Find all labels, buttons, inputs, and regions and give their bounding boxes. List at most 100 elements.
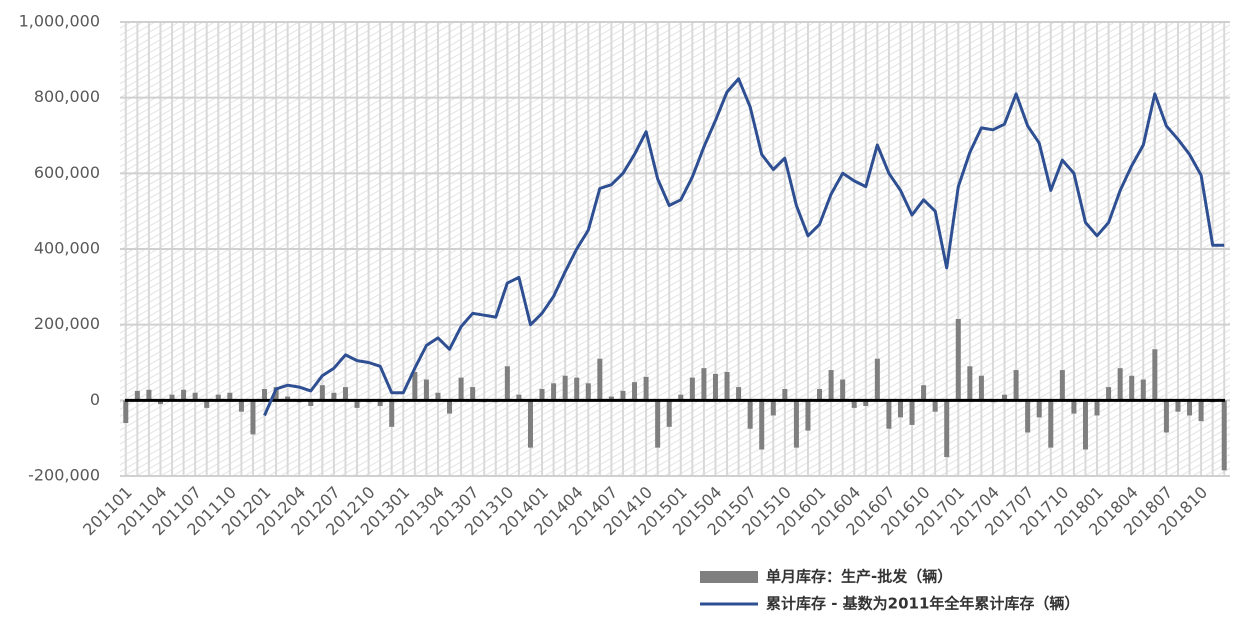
- bar: [909, 400, 915, 425]
- bar: [562, 375, 568, 401]
- bar: [620, 390, 626, 401]
- legend-label: 单月库存：生产-批发（辆）: [766, 568, 952, 586]
- bar: [1106, 387, 1112, 401]
- bar: [134, 390, 140, 401]
- bar: [608, 396, 614, 401]
- bar: [458, 377, 464, 401]
- bar: [655, 400, 661, 448]
- bar: [712, 373, 718, 401]
- bar: [215, 394, 221, 401]
- bar: [666, 400, 672, 427]
- bar: [805, 400, 811, 431]
- bar: [319, 385, 325, 401]
- bar: [551, 383, 557, 401]
- y-tick-label: 400,000: [34, 239, 100, 258]
- bar: [273, 387, 279, 401]
- bar: [227, 392, 233, 401]
- bar: [585, 383, 591, 401]
- bar: [678, 394, 684, 401]
- bar: [377, 400, 383, 407]
- bar: [1048, 400, 1054, 448]
- bar: [1152, 349, 1158, 401]
- bar: [192, 392, 198, 401]
- bar: [1025, 400, 1031, 433]
- bar: [1036, 400, 1042, 418]
- y-tick-label: 600,000: [34, 163, 100, 182]
- bar: [169, 394, 175, 401]
- bar: [747, 400, 753, 429]
- bar: [643, 376, 649, 401]
- bar: [470, 387, 476, 401]
- bar: [354, 400, 360, 408]
- bar: [1002, 394, 1008, 401]
- y-tick-label: -200,000: [28, 466, 100, 485]
- bar: [423, 379, 429, 401]
- bar: [921, 385, 927, 401]
- bar: [1221, 400, 1227, 471]
- bar: [817, 388, 823, 401]
- bar: [1129, 375, 1135, 401]
- y-tick-label: 800,000: [34, 87, 100, 106]
- y-tick-label: 200,000: [34, 314, 100, 333]
- bar: [874, 358, 880, 401]
- bar: [1082, 400, 1088, 450]
- bar: [724, 371, 730, 401]
- bar: [793, 400, 799, 448]
- bar: [1163, 400, 1169, 433]
- bar: [967, 366, 973, 401]
- bar: [412, 371, 418, 401]
- bar: [342, 387, 348, 401]
- bar: [701, 368, 707, 401]
- bar: [181, 389, 187, 401]
- y-tick-label: 0: [90, 390, 100, 409]
- bar: [932, 400, 938, 412]
- bar: [840, 379, 846, 401]
- legend-swatch: [700, 571, 758, 583]
- bar: [574, 377, 580, 401]
- bar: [1071, 400, 1077, 414]
- y-tick-label: 1,000,000: [19, 12, 100, 31]
- bar: [828, 370, 834, 401]
- bar: [944, 400, 950, 458]
- bar: [1140, 379, 1146, 401]
- bar: [770, 400, 776, 416]
- bar: [504, 366, 510, 401]
- bar: [597, 358, 603, 401]
- bar: [1117, 368, 1123, 401]
- bar: [1059, 370, 1065, 401]
- bar: [1175, 400, 1181, 412]
- bar: [1198, 400, 1204, 422]
- bar: [736, 387, 742, 401]
- bar: [782, 388, 788, 401]
- bar: [851, 400, 857, 408]
- bar: [250, 400, 256, 435]
- bar: [527, 400, 533, 448]
- bar: [146, 389, 152, 401]
- bar: [285, 396, 291, 401]
- bar: [1187, 400, 1193, 416]
- bar: [204, 400, 210, 408]
- bar: [863, 400, 869, 407]
- legend-label: 累计库存 - 基数为2011年全年累计库存（辆）: [766, 595, 1079, 613]
- bar: [435, 392, 441, 401]
- bar: [389, 400, 395, 427]
- bar: [978, 375, 984, 401]
- bar: [331, 392, 337, 401]
- bar: [1094, 400, 1100, 416]
- bar: [157, 400, 163, 405]
- bar: [516, 394, 522, 401]
- bar: [123, 400, 129, 424]
- bar: [955, 318, 961, 401]
- bar: [886, 400, 892, 429]
- bar: [262, 388, 268, 401]
- bar: [447, 400, 453, 414]
- bar: [539, 388, 545, 401]
- bar: [897, 400, 903, 418]
- bar: [238, 400, 244, 412]
- bar: [759, 400, 765, 450]
- bar: [308, 400, 314, 407]
- line: [263, 77, 1225, 417]
- bar: [632, 382, 638, 401]
